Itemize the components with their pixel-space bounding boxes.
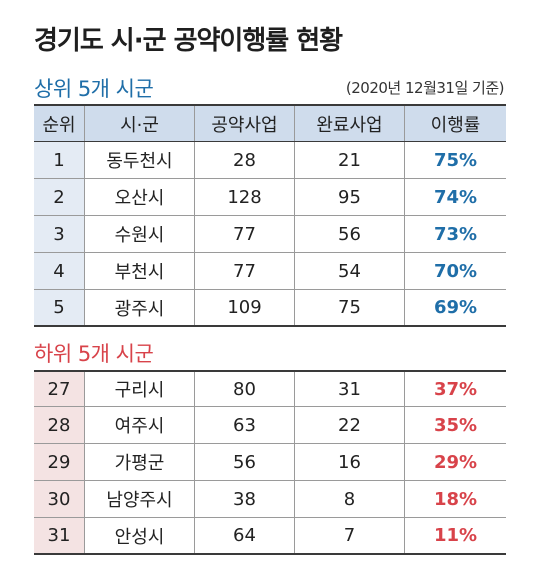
city-cell: 수원시 (84, 216, 194, 252)
bottom-5-table: 27 구리시 80 31 37% 28 여주시 63 22 35% 29 가평군… (34, 370, 506, 555)
rate-cell: 29% (404, 444, 506, 480)
rank-cell: 2 (34, 179, 84, 215)
city-cell: 동두천시 (84, 142, 194, 178)
pledges-cell: 80 (194, 372, 294, 406)
top-section-label: 상위 5개 시군 (34, 77, 154, 101)
city-cell: 부천시 (84, 253, 194, 289)
rate-cell: 74% (404, 179, 506, 215)
table-row: 3 수원시 77 56 73% (34, 216, 506, 253)
date-note: (2020년 12월31일 기준) (345, 79, 505, 97)
column-header-rate: 이행률 (404, 106, 506, 141)
table-row: 29 가평군 56 16 29% (34, 444, 506, 481)
city-cell: 안성시 (84, 518, 194, 553)
column-header-rank: 순위 (34, 106, 84, 141)
pledges-cell: 109 (194, 290, 294, 325)
completed-cell: 31 (294, 372, 404, 406)
city-cell: 남양주시 (84, 481, 194, 517)
completed-cell: 54 (294, 253, 404, 289)
rate-cell: 35% (404, 407, 506, 443)
completed-cell: 7 (294, 518, 404, 553)
rate-cell: 70% (404, 253, 506, 289)
pledges-cell: 128 (194, 179, 294, 215)
rate-cell: 73% (404, 216, 506, 252)
completed-cell: 75 (294, 290, 404, 325)
column-header-city: 시·군 (84, 106, 194, 141)
rank-cell: 4 (34, 253, 84, 289)
completed-cell: 22 (294, 407, 404, 443)
pledges-cell: 56 (194, 444, 294, 480)
rank-cell: 3 (34, 216, 84, 252)
pledges-cell: 77 (194, 216, 294, 252)
table-row: 31 안성시 64 7 11% (34, 518, 506, 555)
rank-cell: 30 (34, 481, 84, 517)
rank-cell: 28 (34, 407, 84, 443)
city-cell: 광주시 (84, 290, 194, 325)
city-cell: 오산시 (84, 179, 194, 215)
city-cell: 여주시 (84, 407, 194, 443)
table-row: 27 구리시 80 31 37% (34, 370, 506, 407)
city-cell: 구리시 (84, 372, 194, 406)
table-row: 30 남양주시 38 8 18% (34, 481, 506, 518)
table-row: 1 동두천시 28 21 75% (34, 142, 506, 179)
column-header-pledges: 공약사업 (194, 106, 294, 141)
page-title: 경기도 시·군 공약이행률 현황 (34, 26, 343, 56)
top-5-table: 순위 시·군 공약사업 완료사업 이행률 1 동두천시 28 21 75% 2 … (34, 104, 506, 327)
rank-cell: 5 (34, 290, 84, 325)
table-row: 4 부천시 77 54 70% (34, 253, 506, 290)
pledges-cell: 38 (194, 481, 294, 517)
table-row: 28 여주시 63 22 35% (34, 407, 506, 444)
table-row: 2 오산시 128 95 74% (34, 179, 506, 216)
rank-cell: 31 (34, 518, 84, 553)
pledges-cell: 77 (194, 253, 294, 289)
completed-cell: 95 (294, 179, 404, 215)
completed-cell: 21 (294, 142, 404, 178)
rank-cell: 1 (34, 142, 84, 178)
completed-cell: 16 (294, 444, 404, 480)
pledges-cell: 63 (194, 407, 294, 443)
rate-cell: 75% (404, 142, 506, 178)
rate-cell: 18% (404, 481, 506, 517)
table-row: 5 광주시 109 75 69% (34, 290, 506, 327)
top-section-header: 상위 5개 시군 (2020년 12월31일 기준) (34, 73, 505, 103)
rank-cell: 27 (34, 372, 84, 406)
bottom-section-label: 하위 5개 시군 (34, 342, 154, 366)
table-header-row: 순위 시·군 공약사업 완료사업 이행률 (34, 104, 506, 142)
pledges-cell: 28 (194, 142, 294, 178)
city-cell: 가평군 (84, 444, 194, 480)
rank-cell: 29 (34, 444, 84, 480)
pledges-cell: 64 (194, 518, 294, 553)
rate-cell: 69% (404, 290, 506, 325)
rate-cell: 11% (404, 518, 506, 553)
completed-cell: 56 (294, 216, 404, 252)
column-header-completed: 완료사업 (294, 106, 404, 141)
bottom-section-header: 하위 5개 시군 (34, 338, 504, 368)
completed-cell: 8 (294, 481, 404, 517)
rate-cell: 37% (404, 372, 506, 406)
